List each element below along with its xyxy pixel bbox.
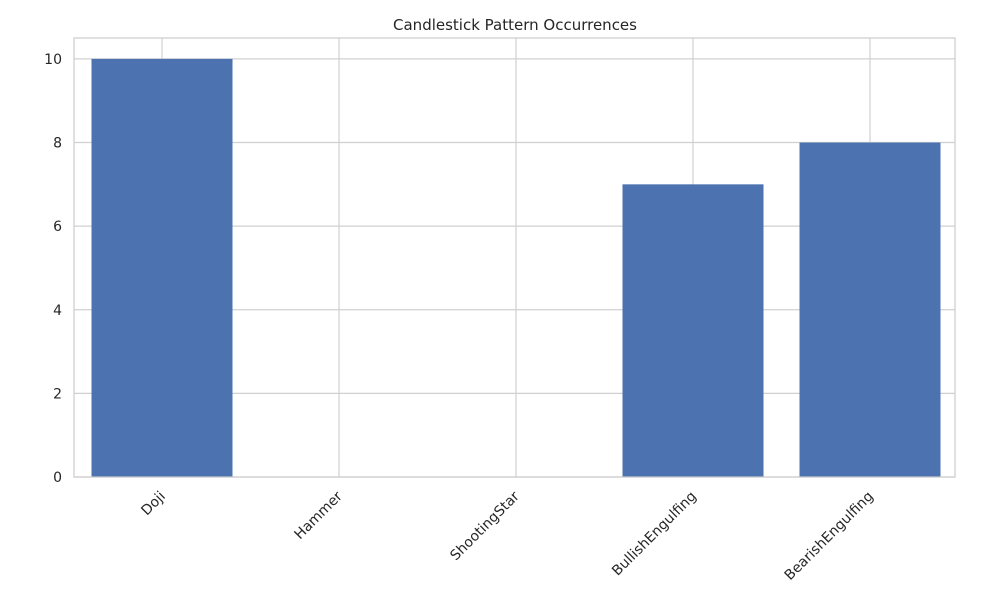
y-tick-label: 4 <box>53 303 62 319</box>
chart-title: Candlestick Pattern Occurrences <box>393 16 637 34</box>
bars <box>91 58 941 478</box>
y-tick-label: 10 <box>44 52 62 68</box>
bar-bullishengulfing <box>622 184 764 478</box>
y-tick-label: 6 <box>53 219 62 235</box>
bar-bearishengulfing <box>799 142 941 477</box>
y-tick-label: 2 <box>53 386 62 402</box>
plot-frame <box>73 37 956 478</box>
y-tick-label: 8 <box>53 136 62 152</box>
y-tick-labels: 0 2 4 6 8 10 <box>44 52 62 486</box>
bar-doji <box>91 58 233 478</box>
y-tick-label: 0 <box>53 470 62 486</box>
